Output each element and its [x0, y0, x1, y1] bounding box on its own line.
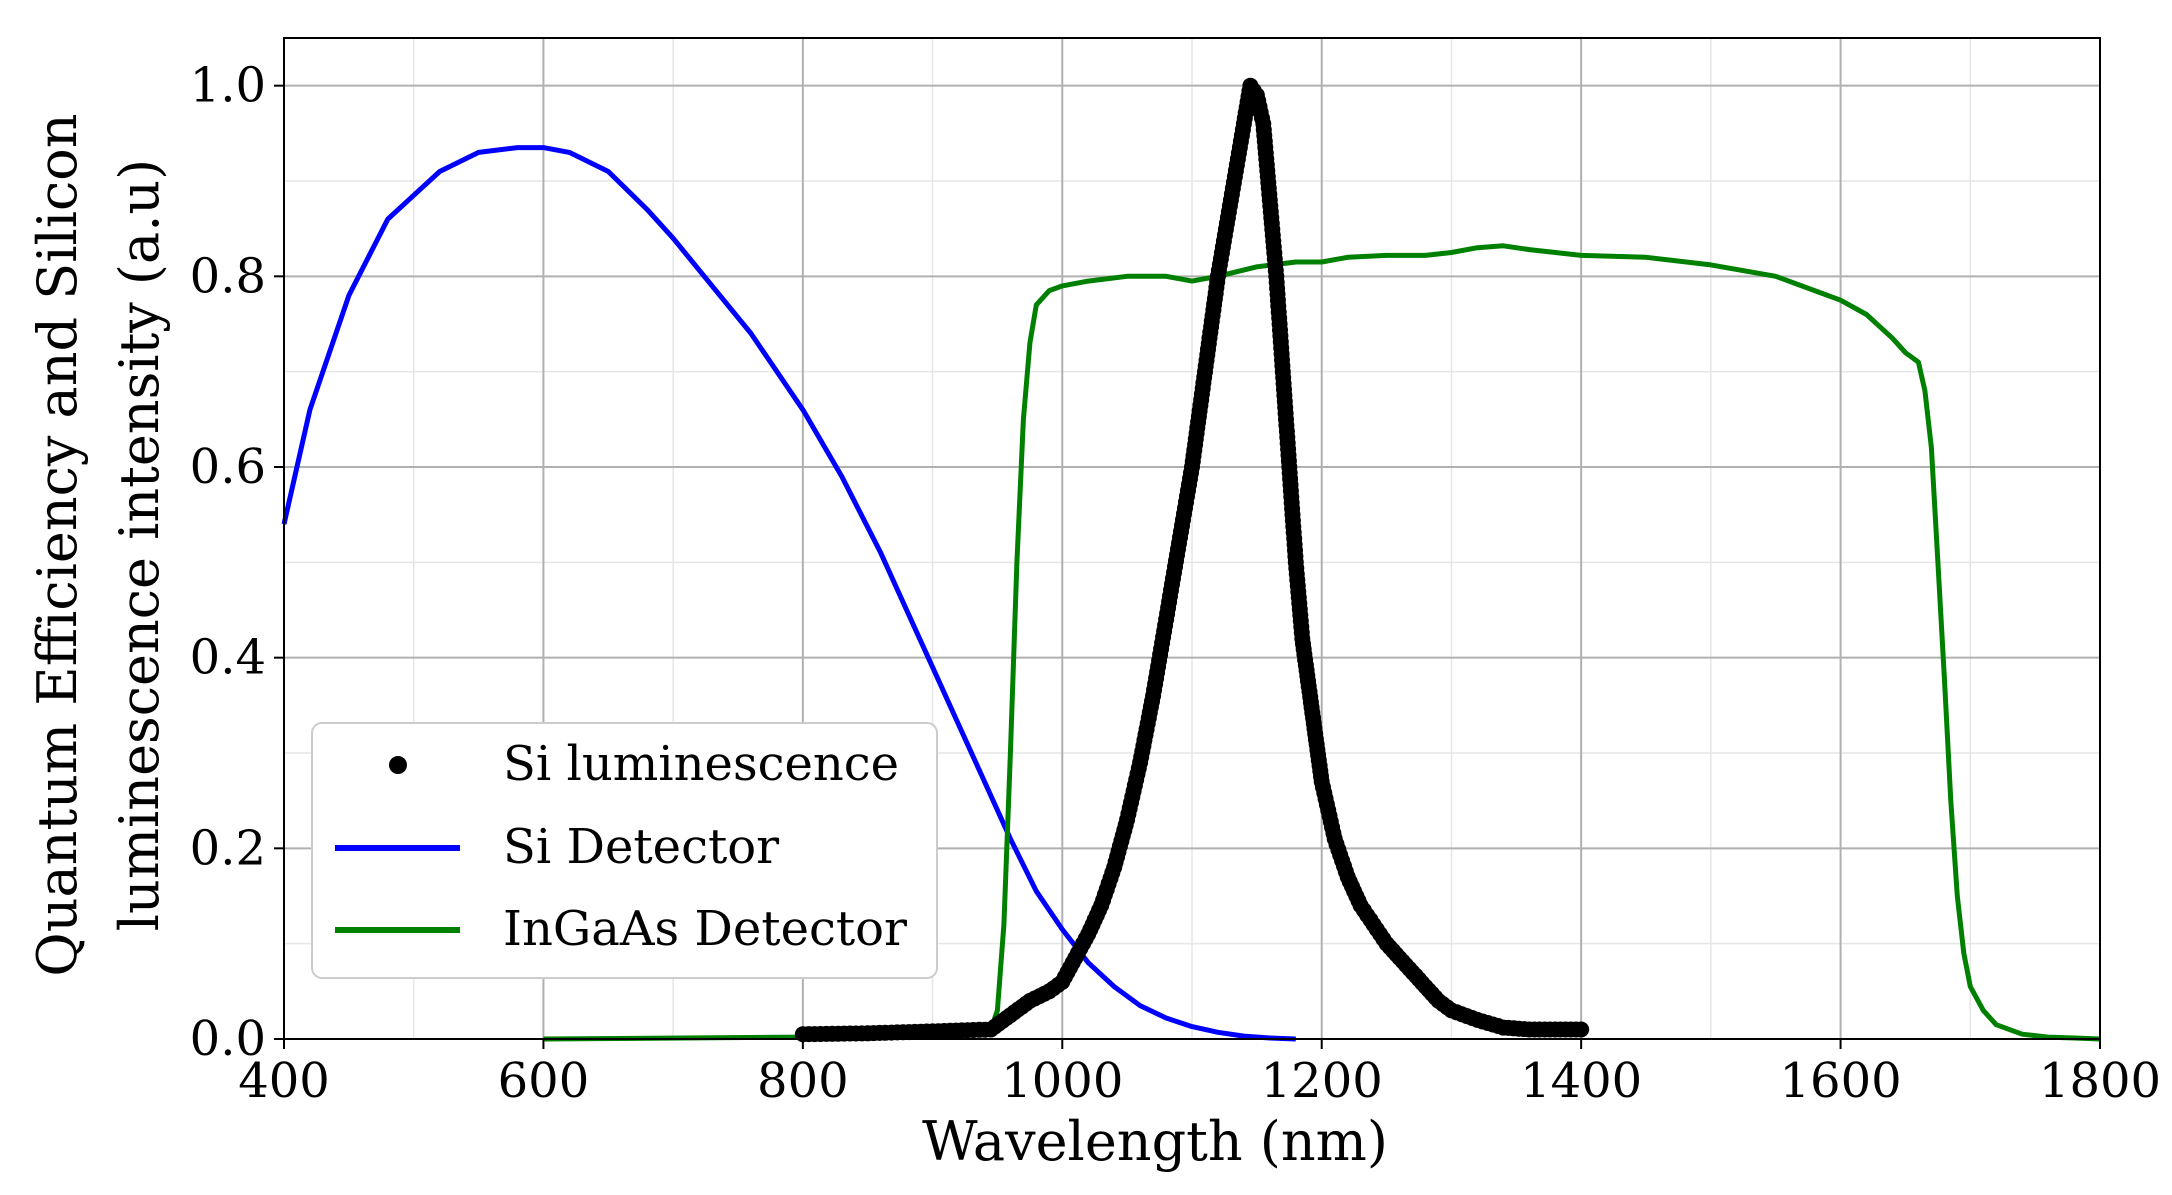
y-tick-label: 0.8 [190, 248, 266, 304]
y-axis-label-line1: Quantum Efficiency and Silicon [26, 113, 89, 976]
y-tick-label: 0.6 [190, 439, 266, 495]
legend-label-ingaas-detector: InGaAs Detector [503, 901, 907, 957]
series-layer [281, 77, 2101, 1043]
x-tick-label: 800 [757, 1053, 849, 1109]
x-ticks: 400 600 800 1000 1200 1400 1600 1800 [238, 1039, 2161, 1109]
legend-label-si-detector: Si Detector [503, 819, 779, 875]
y-axis-label-line2: luminescence intensity (a.u) [108, 159, 171, 931]
y-ticks: 0.0 0.2 0.4 0.6 0.8 1.0 [190, 58, 284, 1067]
y-tick-label: 0.0 [190, 1011, 266, 1067]
series-markers-si-luminescence [794, 77, 1590, 1043]
series-line-ingaas-detector [543, 243, 2101, 1042]
y-tick-label: 0.4 [190, 630, 266, 686]
plot-frame [283, 37, 2101, 1040]
x-axis-label: Wavelength (nm) [922, 1110, 1388, 1173]
x-tick-label: 1200 [1261, 1053, 1383, 1109]
legend-label-si-luminescence: Si luminescence [503, 736, 899, 792]
x-tick-label: 1000 [1001, 1053, 1123, 1109]
legend-marker-si-luminescence [389, 756, 407, 774]
y-tick-label: 1.0 [190, 58, 266, 114]
legend-box [311, 722, 938, 979]
y-tick-label: 0.2 [190, 820, 266, 876]
data-point [1573, 1021, 1590, 1038]
series-line-si-detector [281, 145, 1296, 1042]
x-tick-label: 1600 [1779, 1053, 1901, 1109]
x-tick-label: 1800 [2039, 1053, 2161, 1109]
x-tick-label: 1400 [1520, 1053, 1642, 1109]
x-tick-label: 400 [238, 1053, 330, 1109]
x-tick-label: 600 [498, 1053, 590, 1109]
legend: Si luminescence Si Detector InGaAs Detec… [311, 722, 938, 979]
